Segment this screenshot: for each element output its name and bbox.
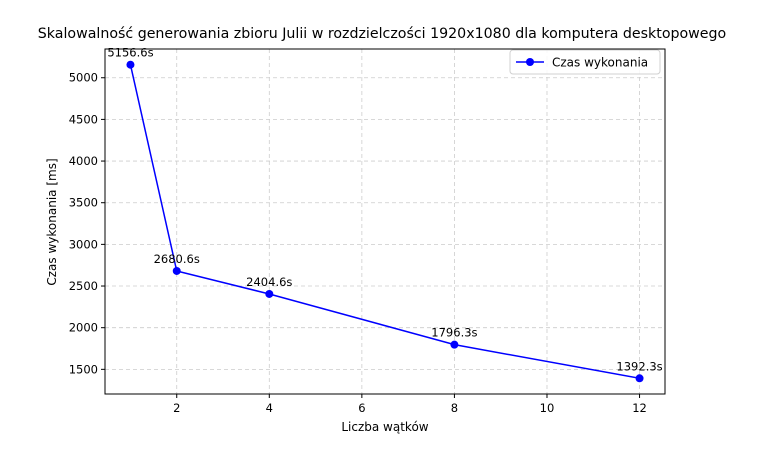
x-axis-label: Liczba wątków: [341, 420, 428, 434]
data-labels: 5156.6s 2680.6s 2404.6s 1796.3s 1392.3s: [107, 46, 662, 374]
x-tick-label: 2: [173, 401, 180, 415]
grid: [105, 49, 665, 394]
data-point: [635, 374, 644, 383]
data-point: [126, 60, 135, 69]
chart-title: Skalowalność generowania zbioru Julii w …: [38, 26, 726, 42]
y-tick-label: 2000: [69, 321, 98, 335]
legend-point-marker: [526, 58, 534, 66]
legend: Czas wykonania: [509, 49, 661, 75]
x-tick-label: 10: [540, 401, 555, 415]
data-point: [450, 340, 459, 349]
data-point: [172, 266, 181, 275]
y-tick-label: 3500: [69, 196, 98, 210]
y-tick-label: 3000: [69, 237, 98, 251]
y-tick-label: 5000: [69, 71, 98, 85]
data-label: 2404.6s: [246, 275, 292, 289]
plot-frame: [104, 48, 666, 395]
data-point: [265, 289, 274, 298]
y-tick-label: 1500: [69, 362, 98, 376]
y-tick-label: 4500: [69, 112, 98, 126]
y-tick-label: 2500: [69, 279, 98, 293]
series-line: [129, 64, 640, 380]
legend-entry-label: Czas wykonania: [552, 56, 648, 70]
x-tick-label: 4: [266, 401, 273, 415]
legend-box: [509, 49, 661, 75]
x-tick-label: 8: [451, 401, 458, 415]
x-tick-label: 12: [632, 401, 647, 415]
data-label: 2680.6s: [154, 252, 200, 266]
y-tick-label: 4000: [69, 154, 98, 168]
series: [126, 60, 644, 383]
data-label: 1392.3s: [616, 359, 662, 373]
y-axis-label: Czas wykonania [ms]: [45, 158, 59, 285]
data-label: 1796.3s: [431, 326, 477, 340]
axes: 2 4 6 8 10 12 1500 2000 2500 3000 3500 4000 4500 5000: [69, 48, 666, 415]
x-tick-label: 6: [358, 401, 365, 415]
data-label: 5156.6s: [107, 46, 153, 60]
